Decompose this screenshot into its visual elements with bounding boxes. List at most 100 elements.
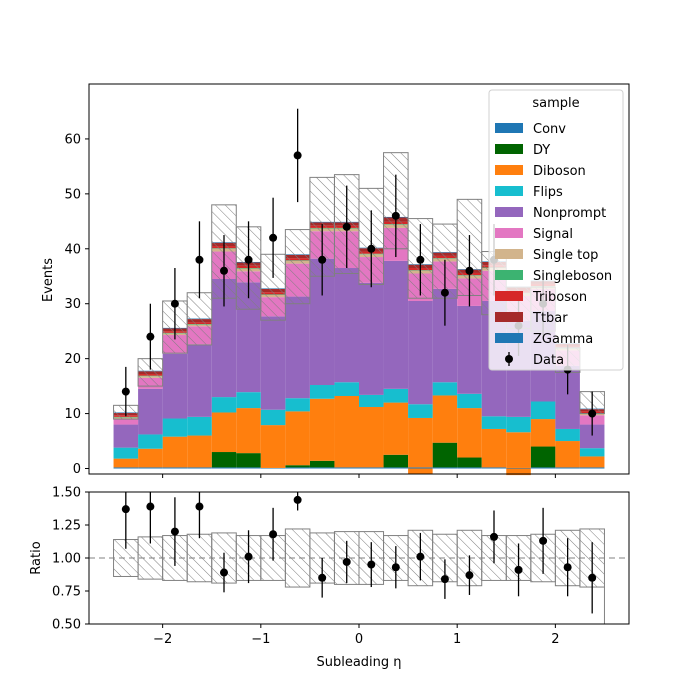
ratio-point: [391, 563, 400, 572]
ratio-point: [416, 552, 425, 561]
data-point: [269, 233, 278, 242]
legend-label: Diboson: [533, 164, 586, 179]
bar-dy: [309, 460, 335, 468]
bar-nonprompt: [138, 388, 163, 435]
data-point: [318, 255, 327, 264]
ratio-point: [220, 568, 228, 577]
data-point: [391, 211, 400, 220]
bar-conv: [187, 467, 212, 469]
bar-flips: [162, 418, 188, 437]
ratio-point: [318, 573, 327, 582]
bar-flips: [309, 385, 335, 399]
bar-diboson: [334, 396, 359, 468]
bar-diboson: [481, 428, 507, 468]
data-point: [146, 332, 155, 341]
bar-diboson: [187, 435, 212, 468]
ratio-point: [563, 563, 572, 572]
data-point: [293, 151, 302, 160]
bar-flips: [359, 394, 384, 407]
bar-conv: [236, 467, 261, 469]
bar-diboson: [236, 408, 261, 454]
bar-conv: [457, 467, 482, 469]
bar-flips: [579, 448, 605, 457]
bar-diboson: [506, 432, 531, 468]
legend-title: sample: [532, 96, 579, 111]
data-point: [220, 266, 228, 275]
bar-flips: [432, 382, 458, 396]
legend-swatch: [495, 186, 523, 196]
uncertainty-band-bin: [186, 292, 213, 346]
bar-diboson: [162, 436, 188, 468]
bar-diboson: [530, 419, 556, 447]
data-point: [588, 409, 597, 418]
legend-swatch: [495, 207, 523, 217]
ratio-point: [367, 560, 376, 569]
bar-diboson: [113, 458, 139, 468]
bar-conv: [162, 467, 188, 469]
bar-dy: [530, 446, 556, 468]
legend-swatch: [495, 228, 523, 238]
main-y-tick-label: 60: [64, 132, 81, 147]
x-axis-label: Subleading η: [316, 655, 401, 670]
bar-dy: [432, 442, 458, 468]
ratio-point: [440, 575, 449, 584]
ratio-y-tick-label: 1.25: [52, 519, 81, 534]
legend-label: Data: [533, 353, 564, 368]
ratio-point: [342, 557, 351, 566]
bar-diboson: [408, 417, 433, 468]
legend-swatch: [495, 249, 523, 259]
legend-label: Signal: [533, 227, 573, 242]
bar-dy: [211, 452, 237, 468]
bar-nonprompt: [187, 344, 212, 417]
bar-conv: [138, 467, 163, 469]
legend-data-marker: [505, 355, 513, 363]
data-point: [465, 266, 474, 275]
ratio-point: [293, 495, 302, 504]
ratio-y-axis-label: Ratio: [29, 541, 44, 574]
bar-dy: [383, 454, 409, 468]
bar-dy: [285, 465, 310, 468]
bar-diboson: [457, 408, 482, 458]
bar-conv: [579, 467, 605, 469]
ratio-point: [514, 565, 523, 574]
bar-nonprompt: [383, 260, 409, 389]
data-point: [440, 288, 449, 297]
legend-swatch: [495, 312, 523, 322]
bar-conv: [285, 467, 310, 469]
bar-diboson: [260, 425, 286, 468]
ratio-x-tick-label: 2: [551, 632, 559, 647]
ratio-y-tick-label: 0.50: [52, 618, 81, 633]
ratio-point: [121, 505, 130, 514]
legend-label: Ttbar: [532, 311, 568, 326]
main-y-tick-label: 20: [64, 352, 81, 367]
legend-label: Singleboson: [533, 269, 612, 284]
ratio-point: [539, 536, 548, 545]
bar-diboson: [309, 398, 335, 461]
bar-nonprompt: [260, 316, 286, 410]
data-point: [244, 255, 253, 264]
data-point: [416, 255, 425, 264]
data-point: [170, 299, 179, 308]
bar-nonprompt: [579, 424, 605, 449]
bar-flips: [530, 401, 556, 420]
bar-conv: [309, 467, 335, 469]
bar-flips: [260, 409, 286, 426]
uncertainty-band-bin: [284, 229, 311, 305]
main-y-tick-label: 40: [64, 242, 81, 257]
bar-negative-diboson: [408, 468, 433, 474]
ratio-y-tick-label: 0.75: [52, 585, 81, 600]
bar-conv: [555, 467, 580, 469]
bar-diboson: [285, 411, 310, 466]
bar-diboson: [211, 412, 237, 453]
legend-label: Flips: [533, 185, 563, 200]
bar-conv: [334, 467, 359, 469]
legend-swatch: [495, 144, 523, 154]
ratio-x-tick-label: 1: [453, 632, 461, 647]
legend: sample Conv DY Diboson Flips Nonprompt Signal S…: [488, 89, 624, 371]
ratio-x-tick-label: −1: [251, 632, 270, 647]
bar-diboson: [555, 441, 580, 468]
bar-nonprompt: [113, 424, 139, 448]
bar-flips: [408, 404, 433, 418]
bar-conv: [481, 467, 507, 469]
ratio-point: [465, 571, 474, 580]
